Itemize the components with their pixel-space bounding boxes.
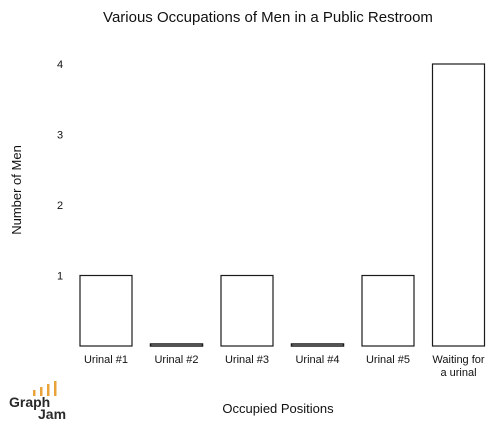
graphjam-logo: Graph Jam	[9, 381, 66, 422]
logo-bar	[40, 387, 43, 396]
category-labels: Urinal #1 Urinal #2 Urinal #3 Urinal #4 Urin…	[84, 354, 485, 379]
y-tick-labels: 1 2 3 4	[57, 59, 63, 283]
y-tick-label: 2	[57, 200, 63, 212]
bar	[149, 343, 204, 347]
category-label-line: Urinal #2	[154, 354, 198, 366]
category-label: Urinal #2	[154, 354, 198, 366]
category-label-line: a urinal	[440, 367, 476, 379]
logo-bar	[54, 381, 57, 396]
chart-title: Various Occupations of Men in a Public R…	[103, 9, 433, 26]
category-label-line: Waiting for	[432, 354, 485, 366]
logo-bar	[33, 390, 36, 396]
y-tick-label: 3	[57, 130, 63, 142]
category-label: Urinal #5	[366, 354, 410, 366]
logo-text-top: Graph	[9, 394, 50, 410]
bar	[220, 274, 274, 347]
bar	[361, 274, 415, 347]
bar	[290, 343, 345, 347]
category-label: Urinal #4	[295, 354, 339, 366]
y-tick-label: 1	[57, 271, 63, 283]
logo-bar	[47, 384, 50, 396]
x-axis-label: Occupied Positions	[222, 401, 334, 416]
logo-bars-icon	[33, 381, 57, 396]
category-label-line: Urinal #3	[225, 354, 269, 366]
bar	[79, 274, 133, 347]
category-label-line: Urinal #5	[366, 354, 410, 366]
category-label: Urinal #3	[225, 354, 269, 366]
logo-text-bottom: Jam	[38, 406, 66, 422]
y-axis-label: Number of Men	[9, 145, 24, 235]
category-label: Urinal #1	[84, 354, 128, 366]
bar	[431, 63, 486, 347]
category-label-line: Urinal #4	[295, 354, 339, 366]
bars	[79, 63, 486, 347]
category-label: Waiting for a urinal	[432, 354, 485, 379]
y-tick-label: 4	[57, 59, 63, 71]
category-label-line: Urinal #1	[84, 354, 128, 366]
